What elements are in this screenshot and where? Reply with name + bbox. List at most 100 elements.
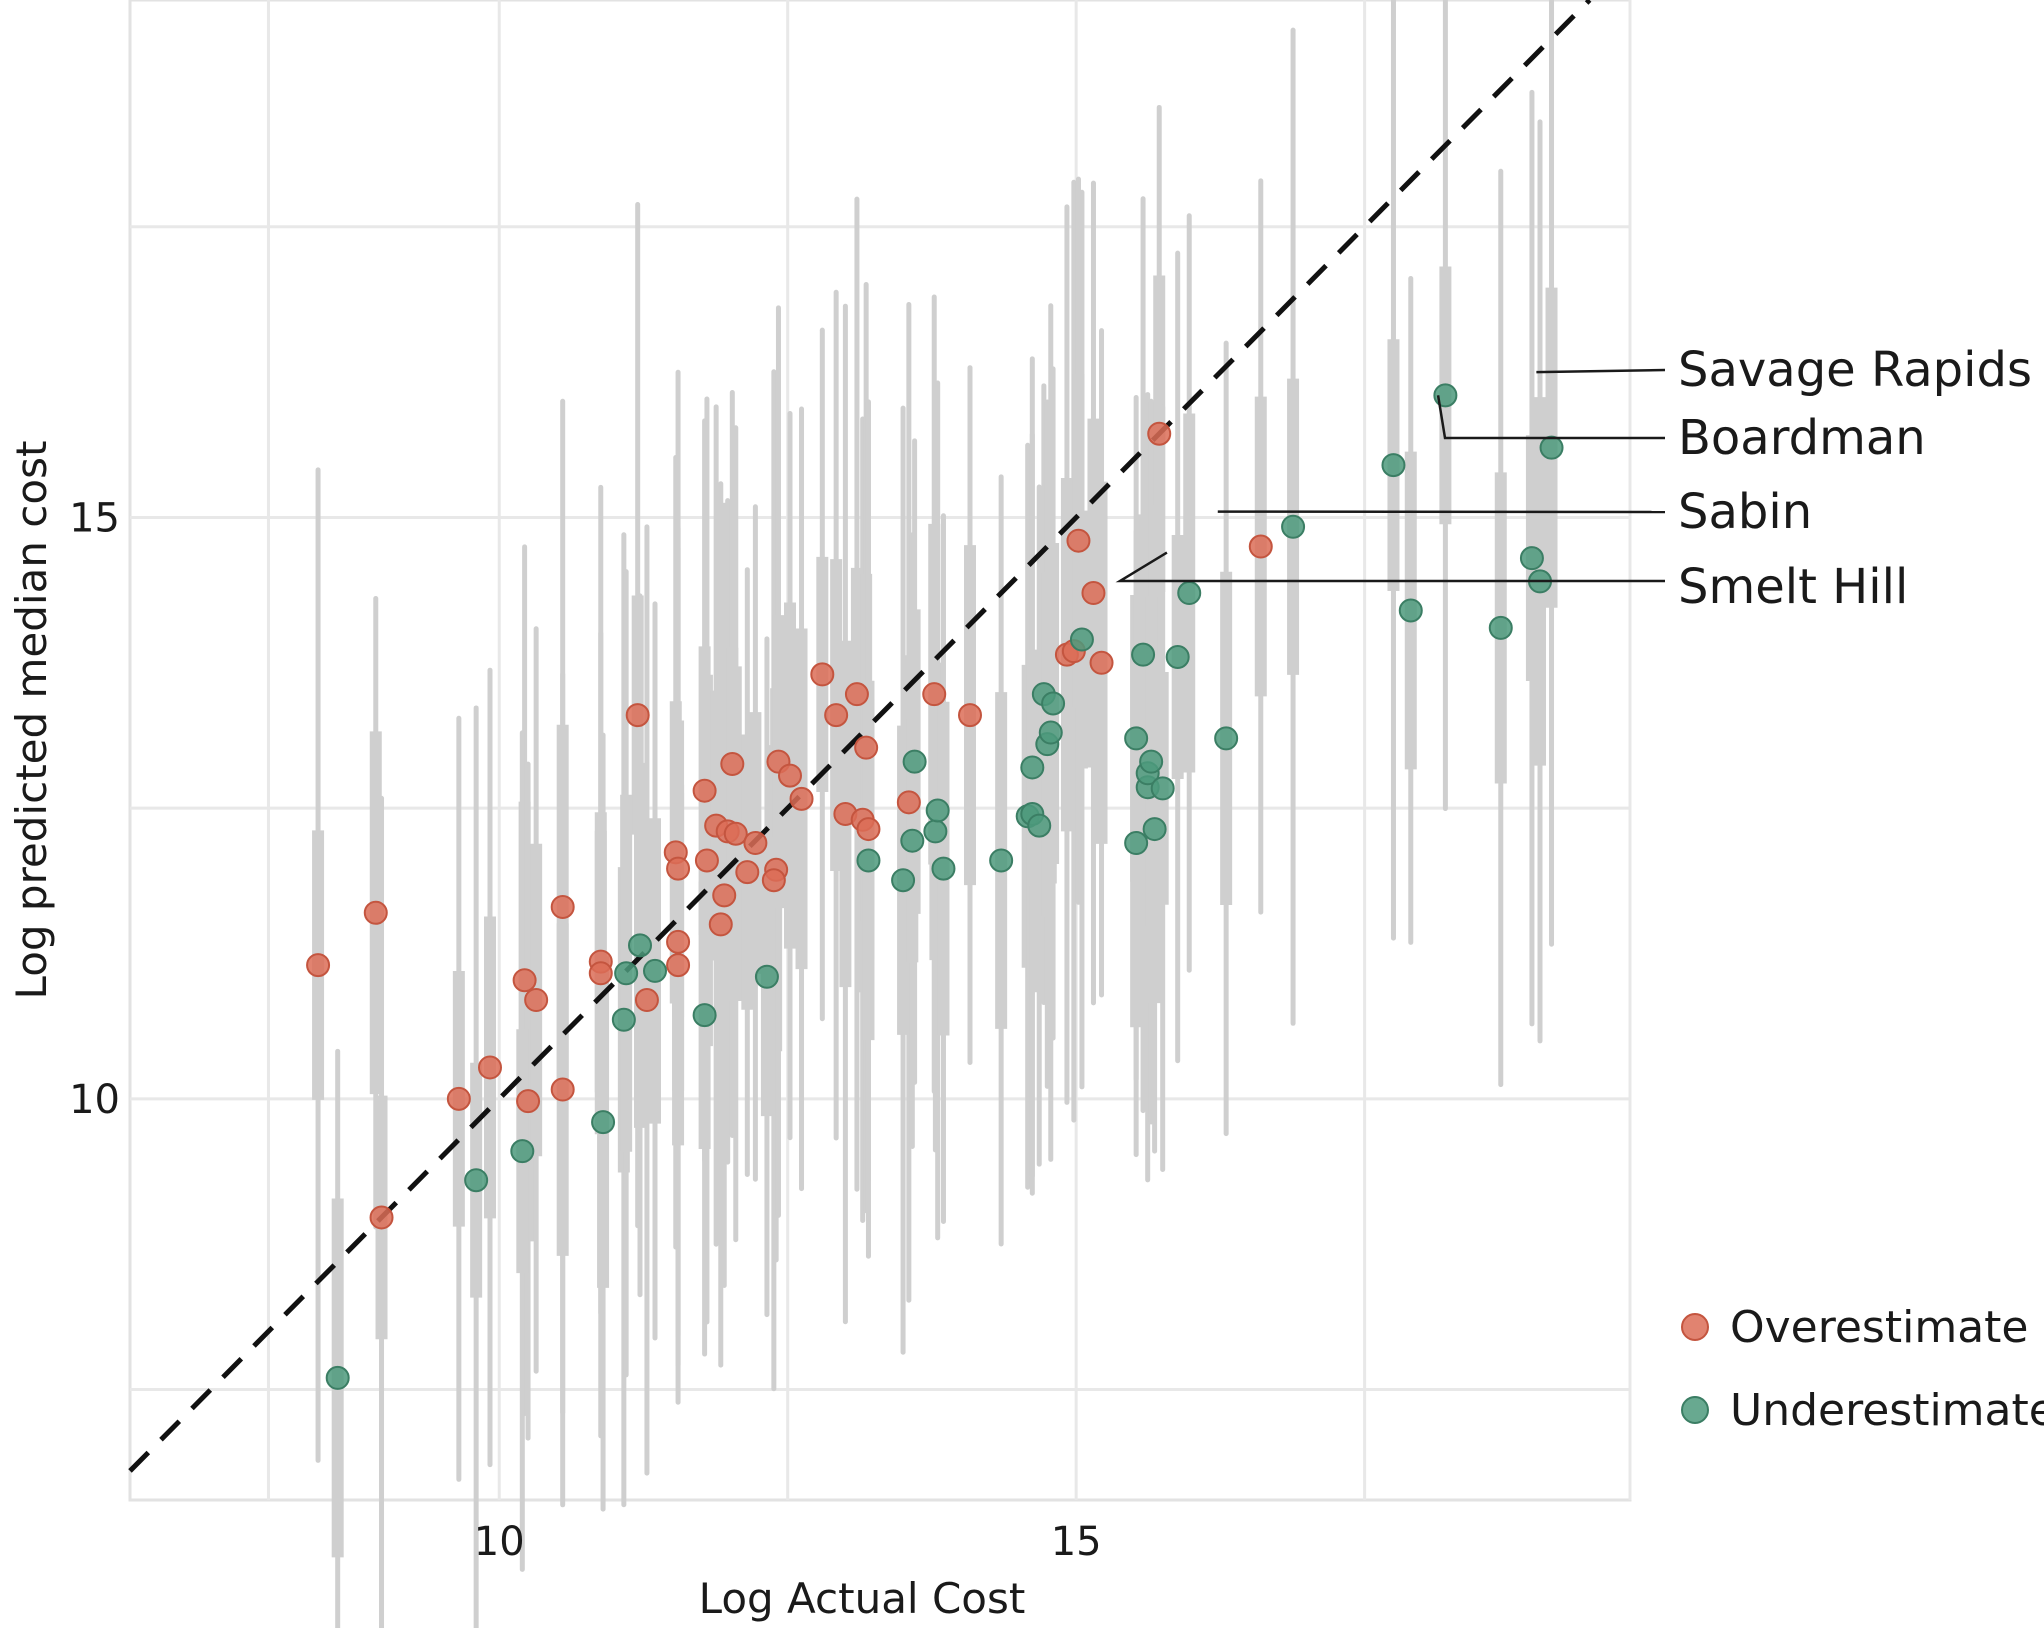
point-underestimate (1124, 831, 1149, 856)
point-underestimate (925, 798, 950, 823)
annotation-label: Sabin (1678, 484, 1812, 540)
point-overestimate (550, 894, 575, 919)
point-overestimate (761, 868, 786, 893)
point-overestimate (692, 778, 717, 803)
y-axis-title: Log predicted median cost (7, 441, 56, 1000)
point-underestimate (1177, 581, 1202, 606)
point-overestimate (516, 1089, 541, 1114)
point-overestimate (712, 883, 737, 908)
point-underestimate (643, 958, 667, 983)
point-underestimate (1069, 627, 1094, 652)
point-underestimate (591, 1110, 616, 1135)
point-overestimate (824, 703, 849, 728)
x-tick-label: 10 (474, 1519, 525, 1565)
point-underestimate (1139, 749, 1164, 774)
point-underestimate (1038, 720, 1063, 745)
point-overestimate (708, 912, 733, 937)
point-overestimate (634, 988, 659, 1012)
point-underestimate (754, 964, 779, 989)
point-overestimate (810, 662, 835, 687)
point-overestimate (666, 953, 691, 978)
annotation-leader-line (1536, 368, 1666, 374)
legend: Overestimate Underestimate (1681, 1302, 2044, 1436)
point-overestimate (694, 848, 719, 873)
point-underestimate (1142, 817, 1167, 842)
point-overestimate (306, 953, 331, 978)
y-tick-label: 10 (69, 1077, 120, 1123)
point-underestimate (989, 848, 1014, 873)
point-underestimate (1398, 598, 1423, 623)
identity-reference-line (128, 0, 1592, 1473)
point-underestimate (1433, 383, 1458, 408)
point-underestimate (692, 1003, 717, 1028)
point-underestimate (900, 828, 925, 853)
legend-swatch-overestimate (1681, 1313, 1709, 1341)
point-underestimate (1381, 453, 1406, 478)
annotation-label: Smelt Hill (1678, 559, 1908, 615)
point-overestimate (369, 1205, 394, 1230)
point-underestimate (1124, 726, 1149, 751)
point-underestimate (1150, 776, 1175, 801)
point-underestimate (902, 749, 927, 774)
point-underestimate (923, 819, 948, 844)
point-overestimate (625, 703, 650, 728)
point-overestimate (1147, 421, 1172, 446)
y-tick-label: 15 (69, 495, 120, 541)
point-underestimate (1488, 615, 1513, 640)
tick-labels: 10 15 10 15 (69, 495, 1102, 1565)
point-underestimate (1539, 435, 1564, 460)
x-axis-title: Log Actual Cost (699, 1574, 1026, 1623)
point-underestimate (1281, 514, 1306, 539)
data-points (306, 383, 1564, 1390)
point-overestimate (854, 735, 879, 760)
point-overestimate (922, 682, 947, 707)
legend-swatch-underestimate (1681, 1396, 1709, 1424)
legend-label-overestimate: Overestimate (1730, 1302, 2028, 1353)
point-overestimate (1248, 534, 1273, 559)
point-underestimate (1165, 644, 1190, 669)
point-overestimate (896, 790, 921, 815)
point-overestimate (363, 900, 388, 925)
point-underestimate (1020, 755, 1045, 780)
annotation-label: Boardman (1678, 410, 1926, 466)
point-underestimate (891, 868, 916, 893)
point-underestimate (611, 1007, 636, 1032)
point-underestimate (614, 961, 639, 986)
point-overestimate (550, 1077, 575, 1102)
annotations: Savage Rapids Boardman Sabin Smelt Hill (1115, 342, 2032, 615)
point-overestimate (735, 860, 760, 885)
point-overestimate (856, 817, 881, 842)
point-overestimate (723, 821, 748, 846)
point-underestimate (1027, 813, 1052, 838)
point-overestimate (789, 786, 814, 811)
point-overestimate (778, 763, 802, 788)
point-overestimate (1089, 650, 1114, 675)
point-overestimate (588, 961, 613, 986)
point-underestimate (464, 1168, 489, 1193)
point-underestimate (856, 848, 881, 873)
point-overestimate (743, 831, 768, 856)
point-overestimate (1081, 581, 1106, 606)
point-overestimate (446, 1086, 471, 1111)
point-underestimate (325, 1365, 350, 1390)
point-overestimate (478, 1055, 502, 1080)
point-overestimate (666, 856, 691, 881)
point-overestimate (666, 929, 691, 954)
annotation-leader-line (1436, 395, 1665, 440)
point-underestimate (1131, 642, 1156, 667)
point-overestimate (720, 751, 745, 776)
annotation-leader-line (1115, 551, 1665, 583)
point-underestimate (628, 933, 652, 958)
x-tick-label: 15 (1051, 1519, 1102, 1565)
annotation-label: Savage Rapids (1678, 342, 2032, 398)
point-overestimate (958, 703, 982, 728)
point-underestimate (1519, 546, 1544, 571)
point-overestimate (1066, 528, 1091, 553)
point-overestimate (844, 682, 869, 707)
point-underestimate (931, 856, 956, 881)
point-overestimate (524, 988, 549, 1012)
point-overestimate (512, 968, 537, 993)
legend-label-underestimate: Underestimate (1730, 1385, 2044, 1436)
point-underestimate (510, 1139, 535, 1164)
